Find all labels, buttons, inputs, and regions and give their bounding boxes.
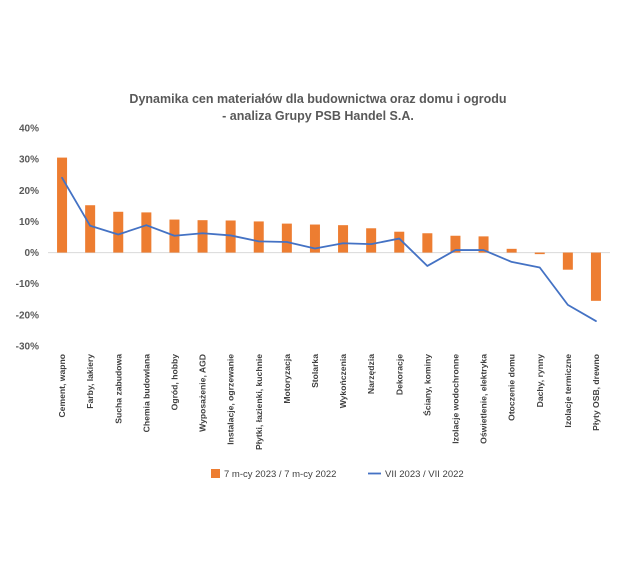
- x-tick-label: Izolacje termiczne: [563, 354, 573, 428]
- bar: [281, 223, 292, 253]
- x-tick-label: Wyposażenie, AGD: [198, 354, 208, 432]
- bar: [478, 236, 489, 253]
- x-tick-label: Ogród, hobby: [169, 354, 179, 411]
- x-tick-label: Otoczenie domu: [507, 354, 517, 421]
- x-tick-label: Płytki, łazienki, kuchnie: [254, 354, 264, 450]
- y-tick-label: 10%: [19, 217, 39, 228]
- bar: [590, 252, 601, 301]
- x-tick-label: Dekoracje: [394, 354, 404, 395]
- line-series: [61, 176, 597, 322]
- x-tick-label: Stolarka: [310, 354, 320, 388]
- legend-label-bar: 7 m-cy 2023 / 7 m-cy 2022: [224, 469, 336, 480]
- bar: [113, 211, 124, 253]
- legend-label-line: VII 2023 / VII 2022: [385, 469, 464, 480]
- x-axis: Cement, wapno Farby, lakiery Sucha zabudow…: [57, 354, 601, 450]
- legend-swatch-bar: [211, 469, 220, 478]
- bar: [57, 157, 68, 253]
- bar: [422, 233, 433, 253]
- y-tick-label: 30%: [19, 155, 39, 166]
- chart-subtitle: - analiza Grupy PSB Handel S.A.: [222, 109, 414, 123]
- bar: [562, 252, 573, 270]
- x-tick-label: Płyty OSB, drewno: [591, 354, 601, 431]
- x-tick-label: Chemia budowlana: [141, 354, 151, 433]
- chart-title: Dynamika cen materiałów dla budownictwa …: [129, 92, 506, 106]
- x-tick-label: Motoryzacja: [282, 354, 292, 404]
- x-tick-label: Wykończenia: [338, 354, 348, 409]
- y-tick-label: 20%: [19, 186, 39, 197]
- bar: [534, 252, 545, 255]
- bar: [253, 221, 264, 253]
- series-line: [61, 176, 597, 322]
- bar: [85, 205, 96, 253]
- bar: [197, 220, 208, 253]
- bar: [141, 212, 152, 253]
- bar: [366, 228, 377, 253]
- y-axis: -30% -20% -10% 0% 10% 20% 30% 40%: [16, 124, 39, 353]
- x-tick-label: Farby, lakiery: [85, 354, 95, 409]
- y-tick-label: -20%: [16, 310, 39, 321]
- bar: [338, 225, 349, 253]
- x-tick-label: Instalacje, ogrzewanie: [226, 354, 236, 445]
- x-tick-label: Ściany, kominy: [421, 354, 432, 416]
- bar: [450, 235, 461, 253]
- bar: [394, 231, 405, 253]
- x-tick-label: Cement, wapno: [57, 354, 67, 418]
- bar: [225, 220, 236, 253]
- y-tick-label: 0%: [25, 248, 40, 259]
- y-tick-label: -30%: [16, 342, 39, 353]
- bar: [506, 248, 517, 253]
- x-tick-label: Sucha zabudowa: [113, 354, 123, 424]
- y-tick-label: 40%: [19, 124, 39, 135]
- x-tick-label: Narzędzia: [366, 354, 376, 394]
- x-tick-label: Dachy, rynny: [535, 354, 545, 408]
- bar: [309, 224, 320, 253]
- x-tick-label: Izolacje wodochronne: [450, 354, 460, 444]
- y-tick-label: -10%: [16, 279, 39, 290]
- x-tick-label: Oświetlenie, elektryka: [479, 354, 489, 444]
- legend: 7 m-cy 2023 / 7 m-cy 2022 VII 2023 / VII…: [211, 469, 464, 480]
